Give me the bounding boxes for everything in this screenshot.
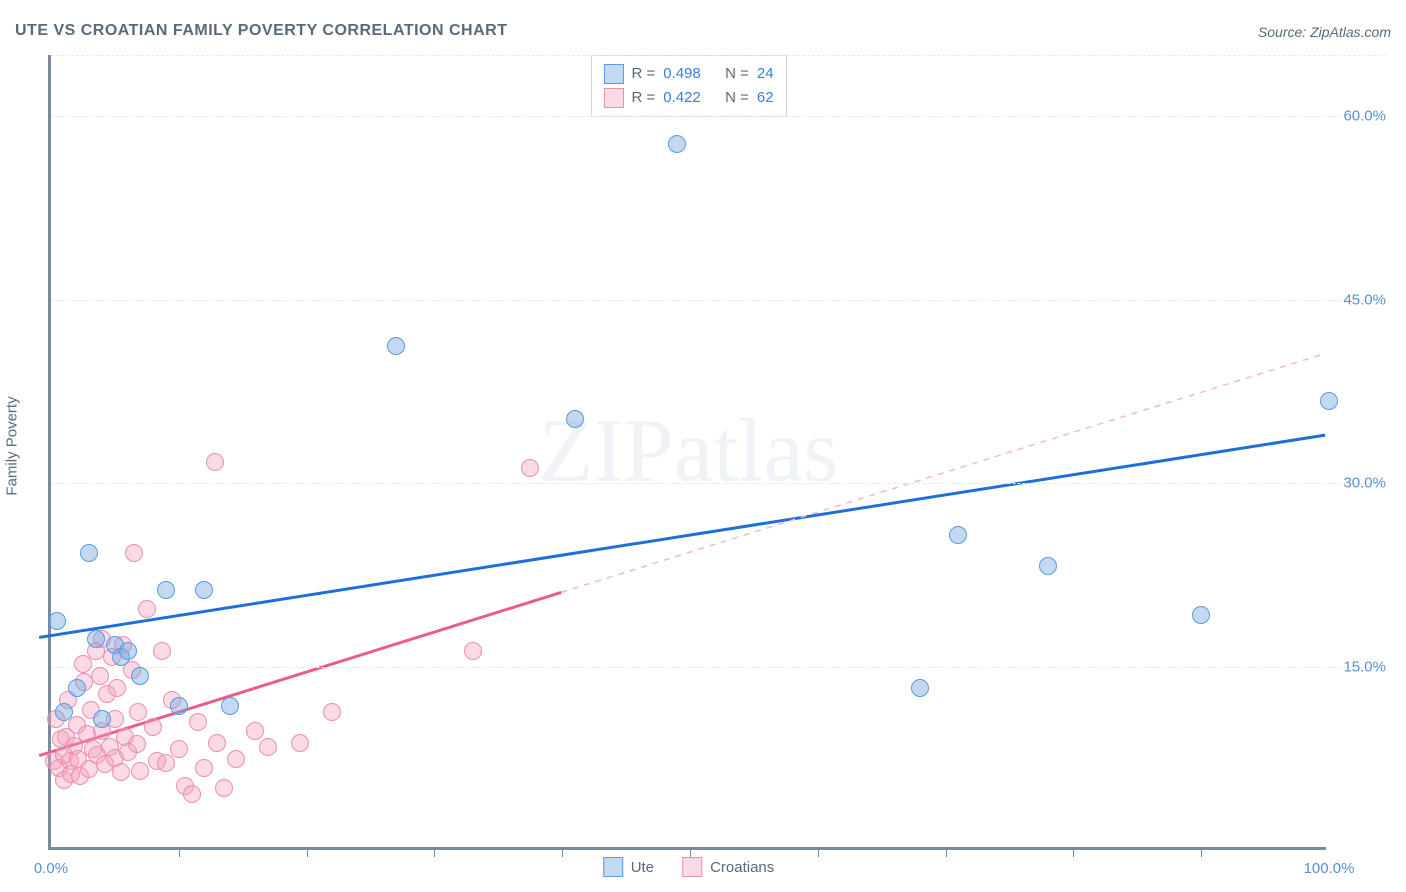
legend-series: Ute Croatians bbox=[603, 857, 775, 877]
legend-series-label: Croatians bbox=[710, 859, 774, 876]
data-point bbox=[208, 734, 226, 752]
data-point bbox=[195, 759, 213, 777]
data-point bbox=[128, 735, 146, 753]
y-tick-label: 30.0% bbox=[1331, 475, 1386, 492]
gridline bbox=[51, 55, 1386, 56]
legend-stat-row: R = 0.498 N = 24 bbox=[603, 62, 773, 86]
data-point bbox=[183, 785, 201, 803]
data-point bbox=[91, 667, 109, 685]
x-tick-mark bbox=[946, 847, 947, 857]
legend-n-value: 62 bbox=[757, 86, 774, 110]
legend-swatch bbox=[603, 857, 623, 877]
y-tick-label: 45.0% bbox=[1331, 291, 1386, 308]
x-tick-label: 0.0% bbox=[34, 860, 68, 877]
data-point bbox=[464, 642, 482, 660]
data-point bbox=[566, 410, 584, 428]
plot-area: ZIPatlas R = 0.498 N = 24 R = 0.422 N = … bbox=[48, 55, 1326, 850]
data-point bbox=[153, 642, 171, 660]
data-point bbox=[93, 710, 111, 728]
trend-line-dashed bbox=[561, 354, 1325, 593]
data-point bbox=[911, 679, 929, 697]
data-point bbox=[157, 754, 175, 772]
legend-stats: R = 0.498 N = 24 R = 0.422 N = 62 bbox=[590, 55, 786, 117]
x-tick-mark bbox=[434, 847, 435, 857]
legend-r-label: R = bbox=[631, 62, 655, 86]
chart-header: UTE VS CROATIAN FAMILY POVERTY CORRELATI… bbox=[0, 0, 1406, 40]
data-point bbox=[170, 697, 188, 715]
data-point bbox=[112, 763, 130, 781]
data-point bbox=[119, 642, 137, 660]
legend-series-item: Ute bbox=[603, 857, 654, 877]
data-point bbox=[131, 762, 149, 780]
legend-n-label: N = bbox=[725, 86, 749, 110]
data-point bbox=[195, 581, 213, 599]
data-point bbox=[291, 734, 309, 752]
y-axis-label: Family Poverty bbox=[4, 396, 21, 495]
data-point bbox=[521, 459, 539, 477]
watermark-text: ZIPatlas bbox=[539, 400, 839, 503]
legend-n-value: 24 bbox=[757, 62, 774, 86]
data-point bbox=[157, 581, 175, 599]
data-point bbox=[189, 713, 207, 731]
trend-line bbox=[39, 435, 1325, 637]
legend-stat-row: R = 0.422 N = 62 bbox=[603, 86, 773, 110]
gridline bbox=[51, 483, 1386, 484]
legend-series-item: Croatians bbox=[682, 857, 774, 877]
data-point bbox=[1192, 606, 1210, 624]
data-point bbox=[259, 738, 277, 756]
x-tick-mark bbox=[818, 847, 819, 857]
x-tick-mark bbox=[179, 847, 180, 857]
chart-container: UTE VS CROATIAN FAMILY POVERTY CORRELATI… bbox=[0, 0, 1406, 892]
gridline bbox=[51, 300, 1386, 301]
trend-lines-layer bbox=[51, 55, 1326, 847]
x-tick-mark bbox=[1073, 847, 1074, 857]
data-point bbox=[131, 667, 149, 685]
y-tick-label: 60.0% bbox=[1331, 108, 1386, 125]
data-point bbox=[1320, 392, 1338, 410]
legend-r-value: 0.422 bbox=[663, 86, 701, 110]
chart-source: Source: ZipAtlas.com bbox=[1258, 24, 1391, 40]
legend-swatch bbox=[682, 857, 702, 877]
data-point bbox=[138, 600, 156, 618]
legend-swatch bbox=[603, 88, 623, 108]
legend-n-label: N = bbox=[725, 62, 749, 86]
y-tick-label: 15.0% bbox=[1331, 658, 1386, 675]
legend-swatch bbox=[603, 64, 623, 84]
data-point bbox=[206, 453, 224, 471]
data-point bbox=[125, 544, 143, 562]
x-tick-mark bbox=[690, 847, 691, 857]
gridline bbox=[51, 667, 1386, 668]
data-point bbox=[170, 740, 188, 758]
data-point bbox=[387, 337, 405, 355]
gridline bbox=[51, 116, 1386, 117]
x-tick-mark bbox=[1201, 847, 1202, 857]
legend-r-label: R = bbox=[631, 86, 655, 110]
data-point bbox=[68, 679, 86, 697]
data-point bbox=[48, 612, 66, 630]
data-point bbox=[55, 703, 73, 721]
data-point bbox=[108, 679, 126, 697]
legend-series-label: Ute bbox=[631, 859, 654, 876]
data-point bbox=[227, 750, 245, 768]
data-point bbox=[323, 703, 341, 721]
data-point bbox=[246, 722, 264, 740]
data-point bbox=[949, 526, 967, 544]
data-point bbox=[87, 630, 105, 648]
x-tick-label: 100.0% bbox=[1304, 860, 1355, 877]
x-tick-mark bbox=[307, 847, 308, 857]
data-point bbox=[1039, 557, 1057, 575]
data-point bbox=[129, 703, 147, 721]
chart-title: UTE VS CROATIAN FAMILY POVERTY CORRELATI… bbox=[15, 22, 507, 40]
data-point bbox=[221, 697, 239, 715]
legend-r-value: 0.498 bbox=[663, 62, 701, 86]
data-point bbox=[668, 135, 686, 153]
data-point bbox=[215, 779, 233, 797]
data-point bbox=[144, 718, 162, 736]
x-tick-mark bbox=[562, 847, 563, 857]
data-point bbox=[80, 544, 98, 562]
